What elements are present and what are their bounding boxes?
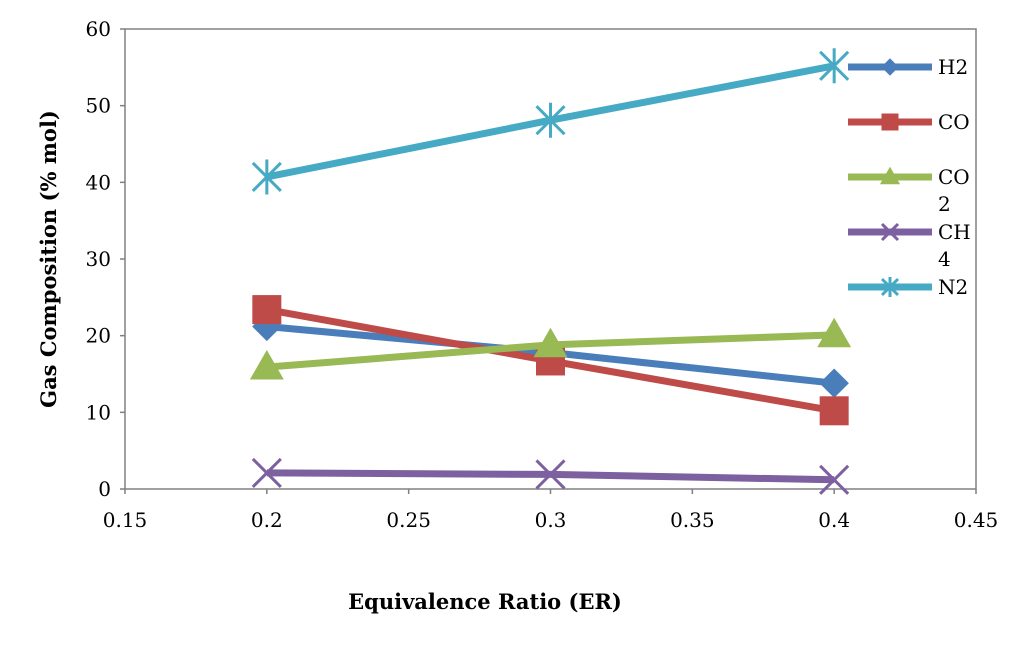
series-co2 <box>249 317 852 380</box>
x-tick-label: 0.45 <box>954 508 999 532</box>
legend-item-co2: CO 2 <box>848 165 970 216</box>
data-point-co2 <box>817 317 852 348</box>
x-tick-label: 0.15 <box>103 508 148 532</box>
legend-marker-ch4 <box>880 222 900 242</box>
y-tick-label: 40 <box>86 170 111 194</box>
data-point-ch4 <box>251 457 282 488</box>
legend: H2 CO CO 2 CH 4 N2 <box>848 55 971 299</box>
y-tick-label: 50 <box>86 94 111 118</box>
legend-label-co: CO <box>938 110 970 134</box>
x-tick-label: 0.35 <box>670 508 715 532</box>
data-point-co <box>819 396 849 426</box>
series-n2 <box>251 48 850 195</box>
data-point-n2 <box>535 102 566 138</box>
y-tick-label: 20 <box>86 324 111 348</box>
x-axis-title: Equivalence Ratio (ER) <box>348 589 622 614</box>
legend-marker-co2 <box>879 166 901 185</box>
data-point-ch4 <box>819 464 850 495</box>
x-tick-label: 0.4 <box>818 508 850 532</box>
legend-item-ch4: CH 4 <box>848 220 971 271</box>
legend-label-co2: 2 <box>938 192 951 216</box>
legend-marker-h2 <box>881 58 899 76</box>
series-layer <box>249 48 852 495</box>
x-tick-label: 0.25 <box>386 508 431 532</box>
legend-label-ch4: CH <box>938 220 971 244</box>
data-point-ch4 <box>535 459 566 490</box>
legend-item-co: CO <box>848 110 970 134</box>
legend-label-n2: N2 <box>938 275 968 299</box>
legend-item-n2: N2 <box>848 275 968 299</box>
y-axis-ticks: 0 10 20 30 40 50 60 <box>86 17 125 501</box>
data-point-n2 <box>251 159 282 195</box>
legend-marker-n2 <box>880 277 900 297</box>
data-point-co <box>252 295 282 325</box>
y-tick-label: 60 <box>86 17 111 41</box>
legend-label-ch4: 4 <box>938 247 951 271</box>
x-axis-ticks: 0.15 0.2 0.25 0.3 0.35 0.4 0.45 <box>103 489 999 532</box>
data-point-co2 <box>249 349 284 380</box>
legend-label-h2: H2 <box>938 55 968 79</box>
y-tick-label: 0 <box>98 477 111 501</box>
legend-label-co2: CO <box>938 165 970 189</box>
x-tick-label: 0.2 <box>251 508 283 532</box>
legend-marker-co <box>881 113 899 131</box>
data-point-n2 <box>819 48 850 84</box>
y-tick-label: 30 <box>86 247 111 271</box>
y-axis-title: Gas Composition (% mol) <box>36 110 61 408</box>
x-tick-label: 0.3 <box>535 508 567 532</box>
series-co <box>252 295 849 426</box>
y-tick-label: 10 <box>86 400 111 424</box>
legend-item-h2: H2 <box>848 55 968 79</box>
series-ch4 <box>251 457 850 495</box>
data-point-co2 <box>533 327 568 358</box>
